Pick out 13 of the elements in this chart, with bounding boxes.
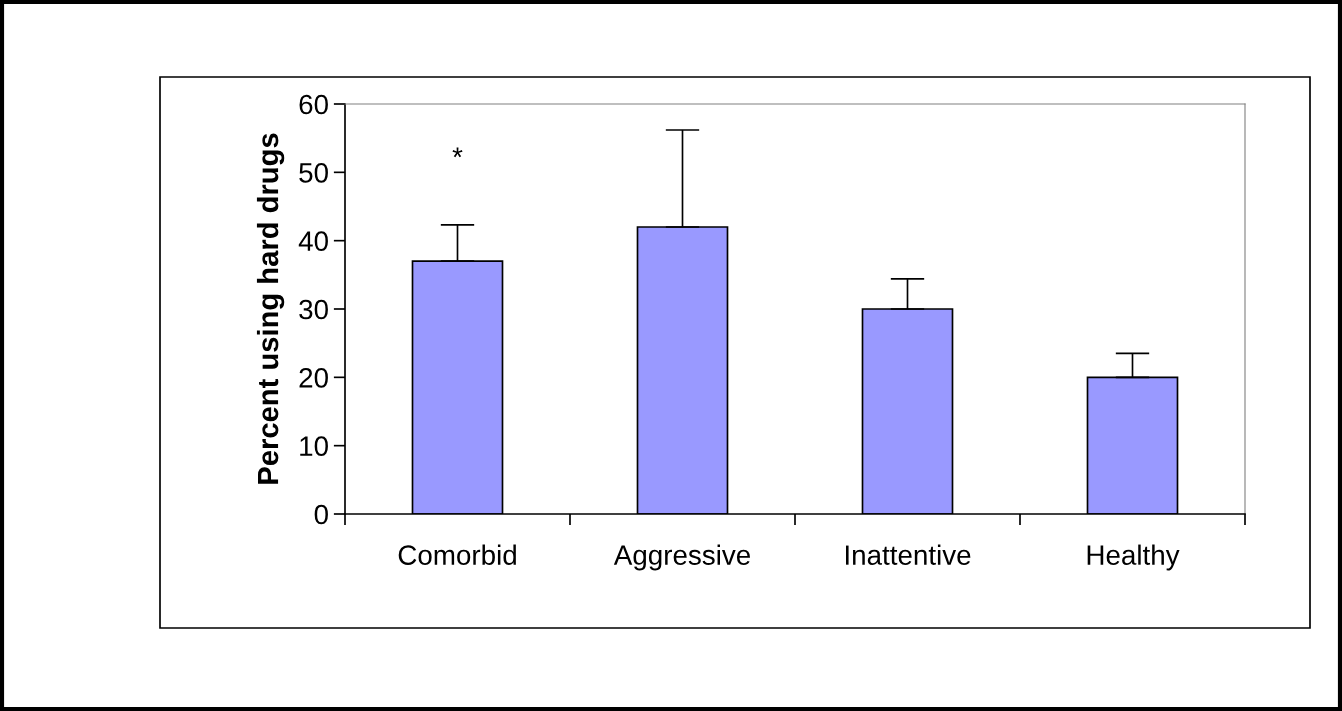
y-tick-label: 20 (299, 368, 328, 388)
y-tick-label: 0 (314, 504, 328, 525)
annotation: * (452, 147, 463, 158)
x-tick-label: Aggressive (613, 544, 750, 571)
x-tick-label: Comorbid (398, 544, 516, 565)
y-axis-title: Percent using hard drugs (256, 133, 285, 484)
y-tick-label: 30 (299, 299, 328, 320)
y-tick-label: 40 (298, 231, 328, 252)
y-tick-label: 50 (299, 163, 328, 183)
y-tick-label: 10 (300, 436, 328, 457)
y-tick-label: 60 (299, 94, 328, 115)
x-tick-label: Healthy (1087, 544, 1180, 571)
x-tick-label: Inattentive (845, 544, 971, 565)
